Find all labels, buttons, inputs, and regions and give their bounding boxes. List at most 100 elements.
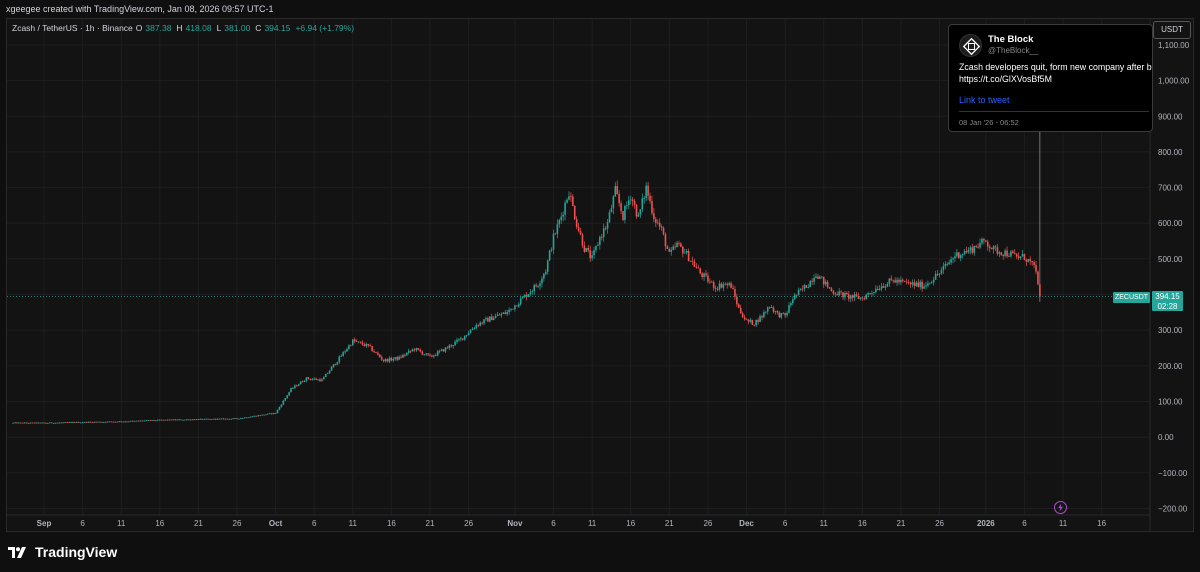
x-tick-label: 26 [935,519,944,528]
candle-body [998,252,1001,254]
candle-body [741,313,744,318]
candle-body [739,307,742,314]
candle-body [913,282,916,286]
candle-body [338,356,341,363]
candle-body [946,263,949,265]
x-tick-label: 16 [155,519,164,528]
candle-body [1000,252,1003,255]
candle-body [531,291,534,293]
candle-body [732,287,734,290]
candle-body [170,419,173,421]
cube-logo-icon [962,37,981,56]
candle-body [1012,251,1014,254]
candle-body [793,294,796,300]
candle-body [770,307,773,308]
candle-body [367,343,370,346]
candle-body [996,247,999,254]
candle-body [593,250,595,256]
y-tick-label: 500.00 [1158,255,1183,264]
candle-body [303,380,306,382]
candle-body [635,204,638,217]
y-tick-label: 1,100.00 [1158,41,1190,50]
candle-body [207,418,209,420]
candle-body [35,422,38,424]
candle-body [27,422,30,424]
candle-body [817,276,819,279]
candle-body [651,200,653,214]
candle-body [375,352,377,353]
candle-body [438,350,441,352]
candle-body [386,359,389,362]
candle-body [672,246,674,250]
candle-body [147,420,150,421]
candle-body [365,343,368,347]
x-tick-label: Dec [739,519,754,528]
candle-body [153,419,155,421]
candle-body [861,297,864,299]
candle-body [328,370,331,374]
candle-body [222,418,225,420]
tweet-date: 08 Jan '26 - 06:52 [959,118,1019,127]
symbol-label[interactable]: Zcash / TetherUS · 1h · Binance [12,23,133,33]
candle-body [554,233,557,235]
x-tick-label: 11 [1059,519,1068,528]
candle-body [406,352,408,356]
candle-body [656,222,659,224]
candle-body [649,195,651,201]
candle-body [705,273,707,276]
lightning-icon[interactable] [1054,501,1067,514]
candle-body [409,350,412,352]
candle-body [541,278,543,284]
candle-body [1037,271,1039,285]
created-by-text: xgeegee created with TradingView.com, Ja… [6,4,274,14]
candle-body [247,417,250,419]
candle-body [259,415,261,417]
candle-body [29,422,32,424]
candle-body [550,249,553,251]
candle-body [498,314,501,316]
candle-body [326,373,329,375]
candle-body [683,252,686,254]
candle-body [390,357,393,361]
candle-body [436,351,439,356]
link-to-tweet[interactable]: Link to tweet [959,95,1010,105]
candle-body [680,243,682,247]
candle-body [826,281,829,288]
tweet-card[interactable]: The Block @TheBlock__ Zcash developers q… [948,24,1153,132]
x-tick-label: 26 [233,519,242,528]
candle-body [267,413,269,415]
candle-body [95,421,97,423]
candle-body [91,422,94,423]
footer: TradingView [0,538,1200,572]
candle-body [309,378,312,380]
currency-button[interactable]: USDT [1153,21,1191,39]
candle-body [434,355,437,357]
candle-body [805,285,808,288]
candle-body [689,260,692,262]
candle-body [853,294,856,298]
candle-body [241,418,244,419]
candle-body [959,255,962,259]
candle-body [936,274,939,275]
tradingview-brand[interactable]: TradingView [8,544,117,560]
candle-body [85,421,88,423]
candle-body [923,286,925,289]
candle-body [1019,256,1022,259]
candle-body [983,238,985,241]
candle-body [572,196,574,207]
candle-body [492,318,495,321]
candle-body [469,330,472,334]
candle-body [902,279,904,281]
candle-body [162,419,165,421]
candle-body [566,199,568,203]
candle-body [213,418,215,420]
candle-body [54,422,57,424]
candle-body [41,422,43,424]
candle-body [535,285,537,287]
candle-body [709,281,711,283]
candle-body [489,316,491,322]
candle-body [52,423,55,424]
candle-body [218,418,221,420]
y-tick-label: 800.00 [1158,148,1183,157]
